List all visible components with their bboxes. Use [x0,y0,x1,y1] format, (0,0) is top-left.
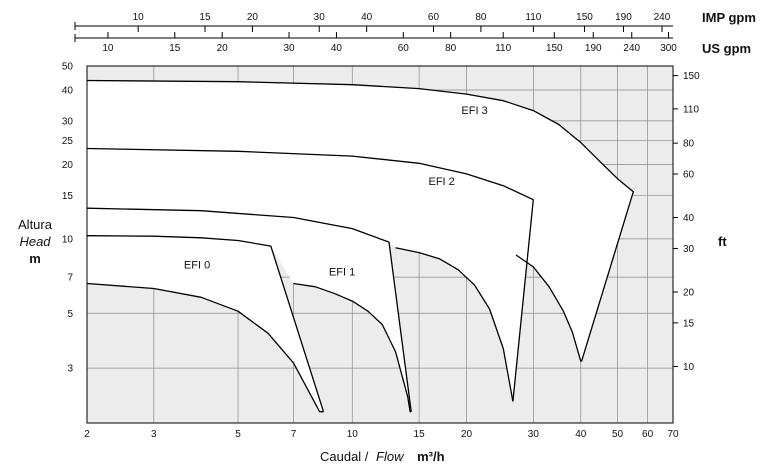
us-tick-label: 110 [495,43,511,54]
right-tick-label: 110 [683,104,699,115]
y-tick-label: 50 [62,62,74,73]
series-label: EFI 0 [184,259,210,271]
series-2-max-curve [86,147,534,402]
imp-tick-label: 240 [654,12,671,23]
x-tick-label: 10 [347,429,359,440]
x-axis-label: Caudal / Flow m³/h [320,449,445,464]
y-tick-label: 20 [62,160,74,171]
x-tick-label: 70 [667,429,679,440]
x-tick-label: 20 [461,429,473,440]
x-tick-label: 30 [528,429,540,440]
imp-tick-label: 110 [525,12,541,23]
x-tick-label: 7 [291,429,297,440]
x-tick-label: 2 [84,429,90,440]
y-tick-label: 30 [62,116,74,127]
imp-tick-label: 10 [133,12,145,23]
series-0-min-curve [86,282,324,413]
imp-tick-label: 40 [361,12,373,23]
right-tick-label: 80 [683,139,695,150]
us-tick-label: 10 [102,43,114,54]
y-tick-labels: 3 5 7 10 15 20 25 30 40 50 [62,62,74,375]
us-tick-label: 60 [398,43,410,54]
x-tick-label: 3 [151,429,157,440]
imp-tick-label: 60 [428,12,440,23]
imp-tick-label: 190 [615,12,632,23]
top-imp-unit: IMP gpm [702,10,756,25]
series-label: EFI 3 [461,105,487,117]
us-tick-label: 20 [217,43,229,54]
imp-tick-label: 20 [247,12,259,23]
x-tick-label: 40 [575,429,587,440]
imp-tick-label: 150 [576,12,593,23]
series-0-max-curve [86,235,325,412]
y-tick-label: 40 [62,85,74,96]
series-2-min-curve [395,247,514,402]
us-tick-label: 150 [546,43,563,54]
us-tick-label: 15 [169,43,181,54]
top-us-unit: US gpm [702,41,751,56]
series-labels: EFI 0 EFI 1 EFI 2 EFI 3 [184,105,488,279]
series-label: EFI 1 [329,267,355,279]
right-tick-label: 15 [683,318,695,329]
x-tick-label: 60 [642,429,654,440]
curve-lines [86,79,634,413]
y-axis-label-en: Head [19,234,51,249]
y-tick-label: 5 [67,309,73,320]
us-tick-label: 240 [623,43,640,54]
y-tick-label: 7 [67,273,73,284]
y-tick-label: 25 [62,136,74,147]
us-tick-label: 80 [445,43,457,54]
right-tick-label: 40 [683,213,695,224]
y-axis-label-es: Altura [18,217,53,232]
y-axis-unit: m [29,251,41,266]
x-tick-label: 50 [612,429,624,440]
right-tick-label: 150 [683,71,700,82]
top-flow-axes: 10 15 20 30 40 60 80 110 150 190 240 10 15 20 30 40 60 80… [74,12,677,54]
x-axis-unit: m³/h [417,449,445,464]
series-3-max-curve [86,79,634,362]
y-tick-label: 10 [62,234,74,245]
imp-tick-label: 15 [199,12,211,23]
us-tick-label: 30 [283,43,295,54]
us-tick-label: 40 [331,43,343,54]
plot-frame [86,65,674,424]
x-tick-label: 15 [414,429,426,440]
right-tick-label: 30 [683,244,695,255]
y-tick-label: 3 [67,364,73,375]
x-tick-label: 5 [235,429,241,440]
series-1-max-curve [86,207,412,412]
imp-tick-label: 30 [314,12,326,23]
x-axis-label-es: Caudal / [320,449,369,464]
x-tick-labels: 2 3 5 7 10 15 20 30 40 50 60 70 [84,429,679,440]
right-tick-label: 20 [683,287,695,298]
us-tick-label: 300 [660,43,677,54]
right-tick-label: 60 [683,170,695,181]
series-3-min-curve [515,254,582,362]
imp-tick-label: 80 [475,12,487,23]
series-label: EFI 2 [429,176,455,188]
y-tick-label: 15 [62,191,74,202]
right-axis-unit: ft [718,234,727,249]
right-tick-label: 10 [683,362,695,373]
right-tick-labels: 10 15 20 30 40 60 80 110 150 [673,71,700,373]
x-axis-label-en: Flow [376,449,405,464]
us-tick-label: 190 [585,43,602,54]
series-1-min-curve [293,282,412,413]
